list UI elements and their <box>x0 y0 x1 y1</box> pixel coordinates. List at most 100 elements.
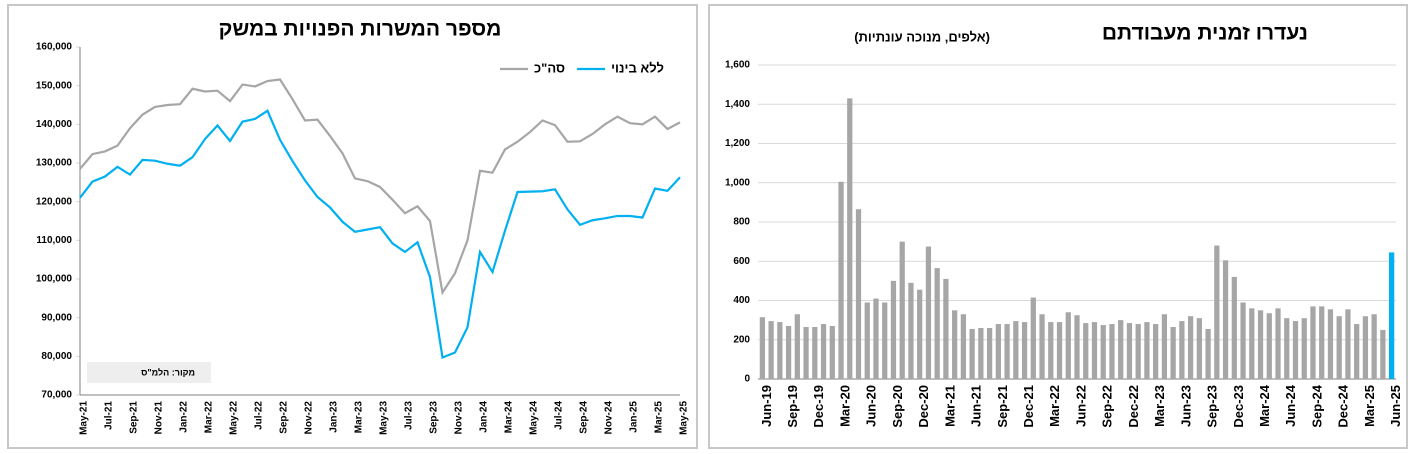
bar <box>820 324 827 379</box>
bar <box>1275 308 1281 379</box>
bar <box>812 326 818 379</box>
bar <box>1205 328 1211 379</box>
chart-title: מספר המשרות הפנויות במשק <box>219 18 502 41</box>
bar <box>1021 322 1028 379</box>
bar <box>1179 321 1185 379</box>
y-tick-label: 1,000 <box>725 177 750 188</box>
bar <box>1126 323 1133 379</box>
x-tick-label: Dec-23 <box>1231 385 1246 428</box>
bar <box>995 324 1001 379</box>
x-tick-label: Sep-20 <box>890 385 905 428</box>
x-tick-label: Sep-22 <box>279 401 290 434</box>
bar <box>1292 321 1299 379</box>
bar <box>1371 314 1377 379</box>
x-tick-label: Sep-22 <box>1100 385 1115 428</box>
bar <box>1389 252 1395 379</box>
bar <box>1161 314 1168 379</box>
bar <box>882 302 888 379</box>
x-tick-label: Jun-23 <box>1178 385 1193 427</box>
bar <box>803 326 809 379</box>
bar <box>943 278 949 379</box>
bar <box>1249 308 1255 379</box>
bar <box>978 327 984 379</box>
y-tick-label: 1,400 <box>725 99 750 110</box>
x-tick-label: Jul-24 <box>554 401 565 430</box>
bar <box>1362 316 1369 379</box>
x-tick-label: Mar-24 <box>1257 384 1272 427</box>
bar <box>1004 324 1010 379</box>
bar <box>838 181 844 379</box>
x-tick-label: Jan-25 <box>629 401 640 433</box>
x-tick-label: Nov-23 <box>454 401 465 435</box>
y-tick-label: 800 <box>733 217 750 228</box>
y-tick-label: 110,000 <box>36 235 72 246</box>
x-tick-label: Sep-21 <box>995 385 1010 428</box>
bar <box>1170 326 1176 379</box>
bar <box>1074 315 1080 379</box>
bar <box>1345 309 1351 379</box>
bar <box>1284 318 1290 379</box>
y-tick-label: 150,000 <box>36 80 73 91</box>
x-tick-label: Dec-24 <box>1336 384 1351 427</box>
bar <box>1231 276 1237 379</box>
bar <box>1153 324 1159 379</box>
bar <box>952 310 958 379</box>
x-tick-label: Nov-21 <box>154 401 165 435</box>
x-tick-label: Mar-22 <box>1047 385 1062 427</box>
x-tick-label: Jan-24 <box>479 401 490 433</box>
x-tick-label: Dec-21 <box>1021 385 1036 428</box>
bar <box>1048 322 1054 379</box>
y-tick-label: 140,000 <box>36 119 73 130</box>
bar <box>1257 310 1264 379</box>
bar <box>1100 325 1106 379</box>
bar <box>908 282 914 379</box>
x-tick-label: Jun-22 <box>1073 385 1088 427</box>
x-tick-label: Mar-23 <box>354 401 365 434</box>
y-tick-label: 120,000 <box>36 196 73 207</box>
y-tick-label: 100,000 <box>36 274 73 285</box>
x-tick-label: Jul-22 <box>254 401 265 430</box>
bar <box>925 246 932 379</box>
y-tick-label: 80,000 <box>41 351 72 362</box>
x-tick-label: Mar-20 <box>837 385 852 427</box>
x-tick-label: Nov-24 <box>604 401 615 435</box>
bar <box>1118 320 1124 379</box>
x-tick-label: Jun-19 <box>759 385 774 427</box>
x-tick-label: Sep-23 <box>1205 385 1220 428</box>
bar <box>873 298 879 379</box>
x-tick-label: Mar-23 <box>1152 385 1167 427</box>
bar <box>847 98 853 380</box>
bar <box>986 327 993 379</box>
y-tick-label: 90,000 <box>41 312 72 323</box>
x-tick-label: Dec-19 <box>811 385 826 428</box>
bar <box>1135 324 1141 379</box>
x-tick-label: Sep-23 <box>429 401 440 434</box>
x-tick-label: Jul-23 <box>404 401 415 430</box>
bar <box>1056 322 1063 379</box>
bar <box>1039 314 1045 379</box>
bar <box>1310 306 1316 379</box>
bar <box>1065 312 1071 379</box>
x-tick-label: May-24 <box>529 401 540 435</box>
x-tick-label: Sep-19 <box>785 385 800 428</box>
x-tick-label: Jun-25 <box>1388 385 1403 427</box>
legend-label: סה"כ <box>534 60 565 75</box>
x-tick-label: Sep-24 <box>1309 384 1324 427</box>
x-tick-label: Sep-21 <box>129 401 140 434</box>
x-tick-label: Jun-21 <box>969 385 984 427</box>
bar <box>768 321 774 379</box>
bar <box>1336 316 1342 379</box>
bar <box>1222 260 1229 379</box>
x-tick-label: Jul-21 <box>104 401 115 430</box>
bar <box>1013 321 1019 379</box>
x-tick-label: Mar-21 <box>942 385 957 427</box>
y-tick-label: 600 <box>733 256 750 267</box>
bar <box>1083 323 1089 379</box>
bar <box>1109 324 1115 379</box>
bar <box>1187 316 1194 379</box>
x-tick-label: Mar-24 <box>504 401 515 434</box>
bar <box>1301 318 1307 379</box>
bar <box>1091 322 1098 379</box>
x-tick-label: May-21 <box>79 401 90 435</box>
